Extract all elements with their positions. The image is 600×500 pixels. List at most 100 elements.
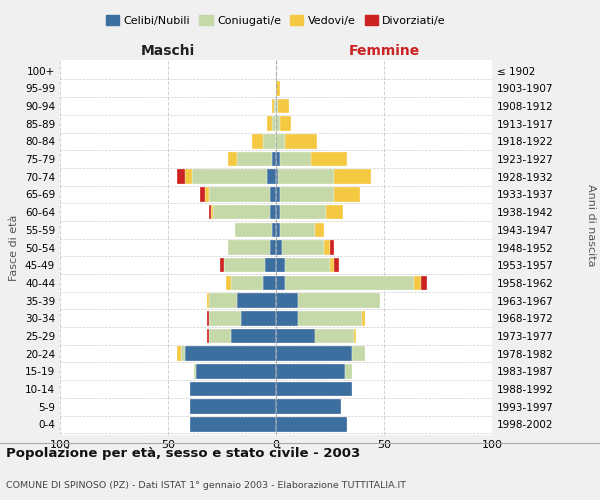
Bar [207, 311, 209, 326]
Bar [263, 276, 276, 290]
Text: Femmine: Femmine [349, 44, 419, 58]
Bar [311, 152, 347, 166]
Bar [276, 311, 298, 326]
Bar [230, 276, 263, 290]
Bar [241, 311, 276, 326]
Bar [211, 205, 214, 220]
Bar [224, 258, 265, 272]
Bar [200, 187, 205, 202]
Bar [252, 134, 263, 148]
Text: Maschi: Maschi [141, 44, 195, 58]
Bar [276, 170, 278, 184]
Bar [280, 116, 291, 131]
Bar [276, 328, 315, 343]
Bar [276, 240, 283, 255]
Bar [190, 382, 276, 396]
Bar [334, 170, 371, 184]
Bar [276, 400, 341, 414]
Bar [269, 187, 276, 202]
Bar [209, 328, 230, 343]
Bar [185, 346, 276, 361]
Text: COMUNE DI SPINOSO (PZ) - Dati ISTAT 1° gennaio 2003 - Elaborazione TUTTITALIA.IT: COMUNE DI SPINOSO (PZ) - Dati ISTAT 1° g… [6, 480, 406, 490]
Bar [272, 152, 276, 166]
Bar [334, 187, 360, 202]
Bar [276, 152, 280, 166]
Bar [414, 276, 421, 290]
Bar [209, 294, 237, 308]
Bar [226, 276, 230, 290]
Bar [330, 240, 334, 255]
Bar [280, 152, 311, 166]
Bar [421, 276, 427, 290]
Bar [345, 364, 352, 378]
Bar [330, 258, 334, 272]
Bar [229, 240, 269, 255]
Bar [194, 364, 196, 378]
Bar [274, 98, 276, 113]
Bar [323, 240, 330, 255]
Bar [276, 81, 280, 96]
Bar [196, 364, 276, 378]
Bar [315, 328, 354, 343]
Bar [214, 205, 269, 220]
Bar [268, 170, 276, 184]
Bar [362, 311, 365, 326]
Bar [354, 328, 356, 343]
Bar [209, 311, 241, 326]
Bar [284, 258, 330, 272]
Legend: Celibi/Nubili, Coniugati/e, Vedovi/e, Divorziati/e: Celibi/Nubili, Coniugati/e, Vedovi/e, Di… [101, 10, 451, 30]
Bar [185, 170, 192, 184]
Bar [276, 364, 345, 378]
Bar [283, 240, 323, 255]
Bar [276, 187, 280, 202]
Bar [276, 382, 352, 396]
Bar [229, 152, 237, 166]
Bar [276, 222, 280, 237]
Bar [230, 328, 276, 343]
Text: Anni di nascita: Anni di nascita [586, 184, 596, 266]
Bar [276, 294, 298, 308]
Bar [265, 258, 276, 272]
Bar [276, 116, 280, 131]
Bar [207, 294, 209, 308]
Bar [326, 205, 343, 220]
Bar [278, 98, 289, 113]
Bar [263, 134, 276, 148]
Y-axis label: Fasce di età: Fasce di età [10, 214, 19, 280]
Bar [209, 205, 211, 220]
Bar [276, 346, 352, 361]
Bar [268, 116, 272, 131]
Bar [176, 170, 185, 184]
Bar [272, 98, 274, 113]
Bar [190, 417, 276, 432]
Bar [190, 400, 276, 414]
Text: Popolazione per età, sesso e stato civile - 2003: Popolazione per età, sesso e stato civil… [6, 448, 360, 460]
Bar [272, 222, 276, 237]
Bar [276, 98, 278, 113]
Bar [334, 258, 338, 272]
Bar [209, 187, 269, 202]
Bar [276, 134, 284, 148]
Bar [284, 134, 317, 148]
Bar [237, 152, 272, 166]
Bar [315, 222, 323, 237]
Bar [192, 170, 268, 184]
Bar [280, 187, 334, 202]
Bar [276, 205, 280, 220]
Bar [207, 328, 209, 343]
Bar [220, 258, 224, 272]
Bar [280, 205, 326, 220]
Bar [272, 116, 276, 131]
Bar [276, 417, 347, 432]
Bar [235, 222, 272, 237]
Bar [176, 346, 181, 361]
Bar [352, 346, 365, 361]
Bar [298, 294, 380, 308]
Bar [276, 258, 284, 272]
Bar [278, 170, 334, 184]
Bar [205, 187, 209, 202]
Bar [269, 240, 276, 255]
Bar [298, 311, 362, 326]
Bar [269, 205, 276, 220]
Bar [276, 276, 284, 290]
